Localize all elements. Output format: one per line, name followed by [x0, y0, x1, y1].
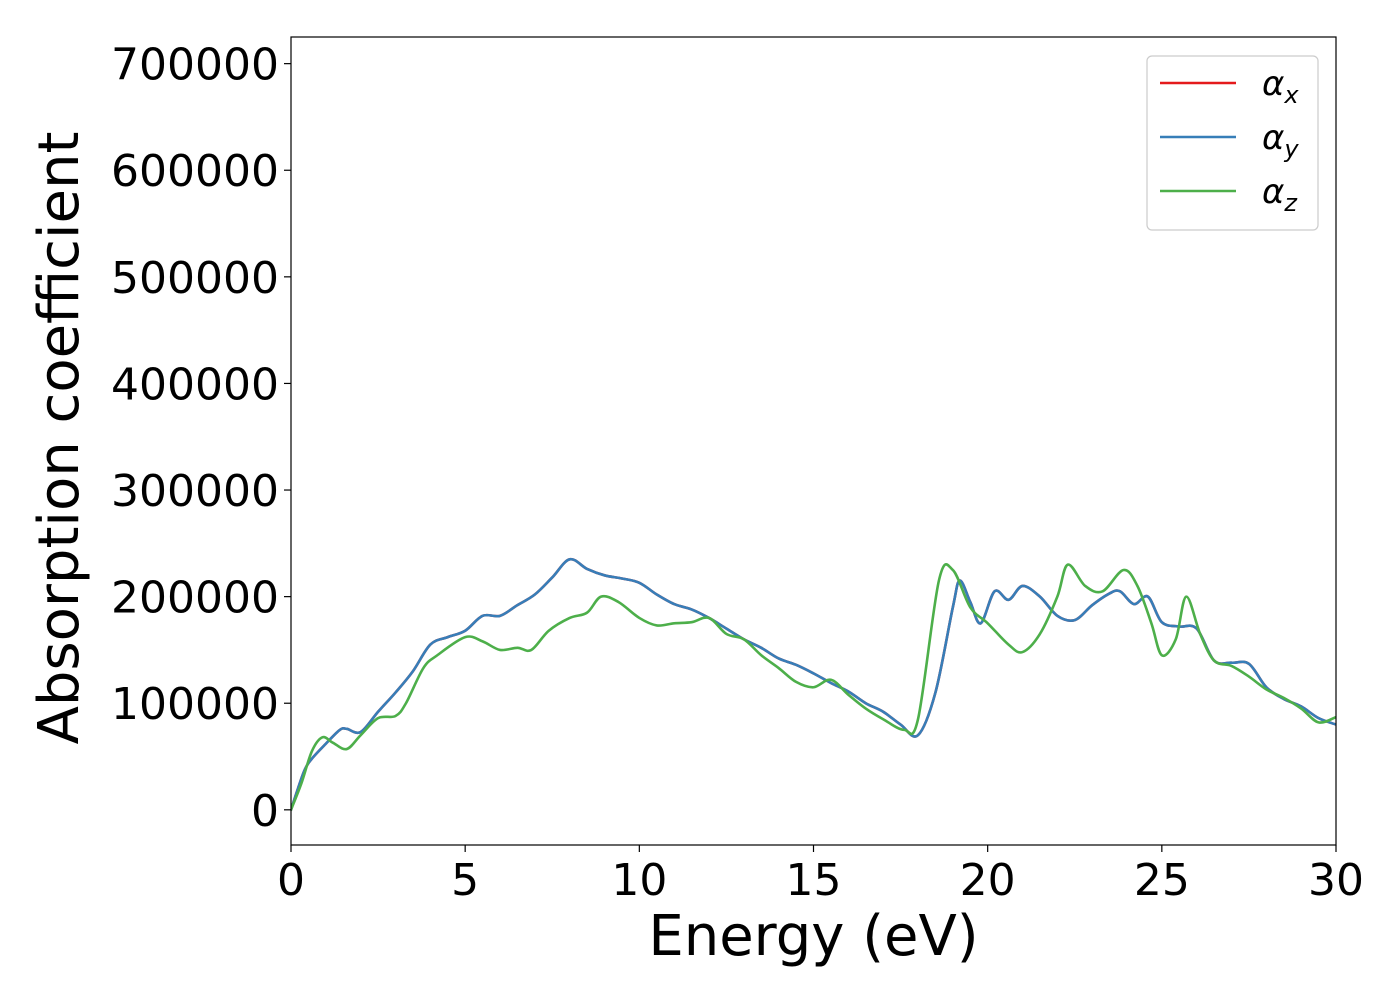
x-tick-label: 15	[786, 855, 842, 906]
y-tick-label: 200000	[111, 573, 279, 624]
x-tick-label: 30	[1308, 855, 1364, 906]
y-tick-label: 500000	[111, 253, 279, 304]
legend-symbol: α	[1262, 118, 1284, 158]
x-tick-label: 0	[277, 855, 305, 906]
y-axis-label: Absorption coefficient	[27, 132, 92, 745]
y-tick-label: 0	[251, 786, 279, 837]
y-tick-label: 400000	[111, 359, 279, 410]
legend-label-x: αx	[1262, 64, 1299, 109]
series-lines	[291, 557, 1336, 812]
legend-subscript: x	[1283, 81, 1299, 109]
legend-symbol: α	[1262, 64, 1284, 104]
y-tick-label: 300000	[111, 466, 279, 517]
y-tick-label: 600000	[111, 146, 279, 197]
series-line-x	[291, 557, 1336, 812]
series-line-z	[291, 563, 1336, 812]
legend-label-z: αz	[1262, 172, 1298, 217]
legend-frame	[1146, 55, 1319, 231]
x-tick-label: 25	[1134, 855, 1190, 906]
legend-subscript: z	[1283, 189, 1298, 217]
y-tick-label: 100000	[111, 679, 279, 730]
x-tick-label: 5	[451, 855, 479, 906]
x-tick-label: 10	[611, 855, 667, 906]
plot-frame	[290, 36, 1337, 846]
x-axis-label: Energy (eV)	[648, 904, 978, 969]
series-line-y	[291, 557, 1336, 812]
x-axis-ticks: 0 5 10 15 20 25 30	[277, 845, 1364, 906]
x-tick-label: 20	[960, 855, 1016, 906]
y-axis-ticks: 0 100000 200000 300000 400000 500000 600000 700…	[111, 40, 291, 837]
legend-subscript: y	[1283, 135, 1299, 163]
legend-symbol: α	[1262, 172, 1284, 212]
y-tick-label: 700000	[111, 40, 279, 91]
legend-label-y: αy	[1262, 118, 1299, 163]
